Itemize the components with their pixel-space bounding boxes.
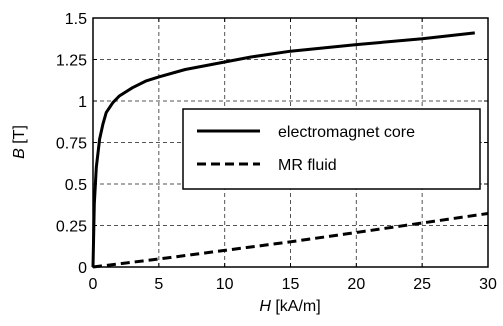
legend-label-mr-fluid: MR fluid <box>278 157 337 174</box>
legend-label-electromagnet-core: electromagnet core <box>278 124 415 141</box>
x-tick-label: 5 <box>154 276 163 293</box>
series-line-electromagnet-core <box>91 31 475 268</box>
y-tick-label: 0.5 <box>65 177 87 194</box>
y-tick-label: 0 <box>78 260 87 277</box>
x-tick-label: 15 <box>282 276 300 293</box>
y-tick-label: 0.75 <box>56 136 87 153</box>
y-tick-label: 1.5 <box>65 11 87 28</box>
x-tick-label: 30 <box>479 276 497 293</box>
ticks <box>92 17 489 268</box>
x-tick-label: 10 <box>216 276 234 293</box>
series-line-mr-fluid <box>92 212 489 269</box>
legend: electromagnet core MR fluid <box>182 108 481 190</box>
series-layer <box>91 31 489 269</box>
y-tick-label: 1.25 <box>56 53 87 70</box>
x-axis-label: H [kA/m] <box>259 298 320 315</box>
x-tick-label: 25 <box>413 276 431 293</box>
x-tick-label: 0 <box>89 276 98 293</box>
y-axis-label: B [T] <box>11 125 28 159</box>
y-axis-label-italic: B <box>11 148 28 159</box>
tick-labels: 0 5 10 15 20 25 30 0 0.25 0.5 0.75 1 1.25 1.5 <box>56 11 497 293</box>
y-axis-label-rest: [T] <box>11 125 28 148</box>
x-tick-label: 20 <box>347 276 365 293</box>
y-tick-label: 1 <box>78 94 87 111</box>
x-axis-label-rest: [kA/m] <box>271 298 321 315</box>
y-tick-label: 0.25 <box>56 219 87 236</box>
x-axis-label-italic: H <box>259 298 271 315</box>
legend-box <box>182 108 481 190</box>
